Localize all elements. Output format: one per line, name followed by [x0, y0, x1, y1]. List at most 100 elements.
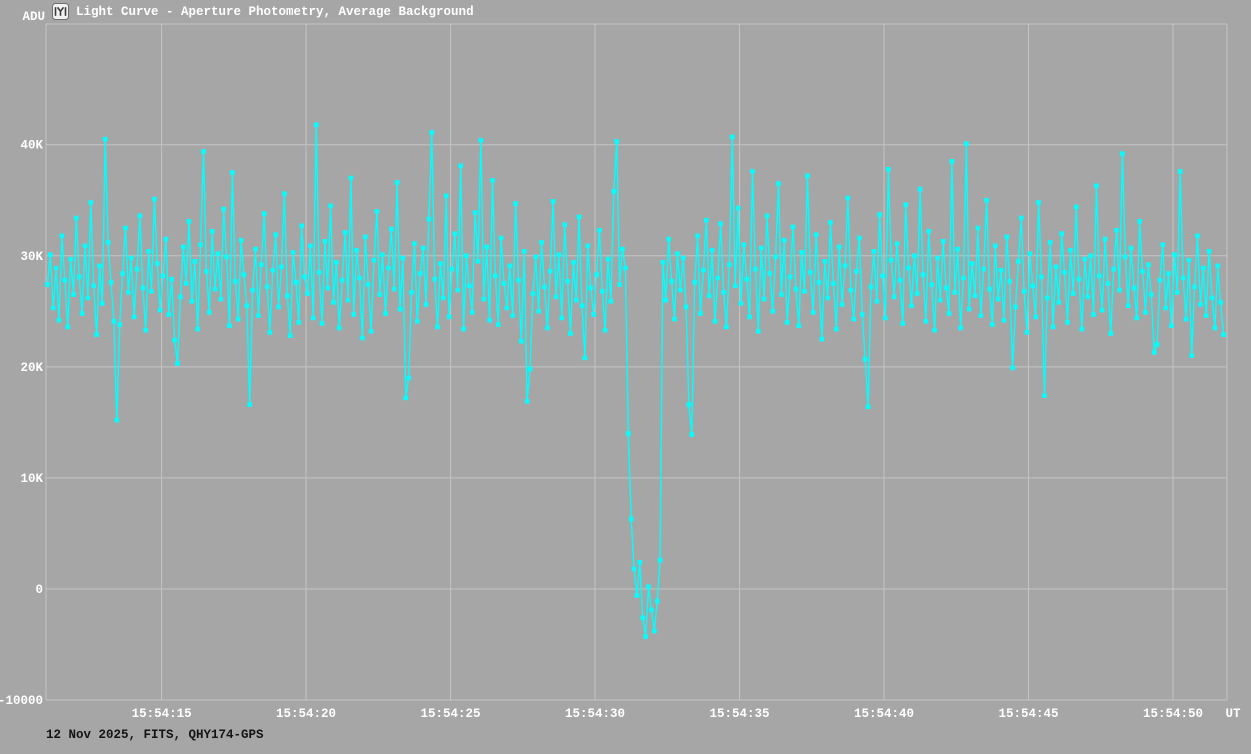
data-point-marker	[816, 280, 822, 285]
data-point-marker	[579, 303, 585, 308]
data-point-marker	[1151, 350, 1157, 355]
data-point-marker	[805, 173, 810, 179]
data-point-marker	[582, 355, 588, 361]
data-point-marker	[305, 291, 310, 296]
data-point-marker	[938, 297, 943, 303]
data-point-marker	[527, 366, 533, 372]
data-point-marker	[432, 276, 437, 282]
data-point-marker	[273, 232, 278, 237]
data-point-marker	[819, 336, 825, 342]
data-point-marker	[750, 169, 755, 174]
data-point-marker	[686, 402, 692, 407]
data-point-marker	[964, 141, 969, 146]
data-point-marker	[270, 267, 276, 273]
data-point-marker	[469, 310, 475, 315]
data-point-marker	[1163, 305, 1168, 311]
data-point-marker	[966, 306, 972, 312]
y-axis-unit-label: ADU	[22, 10, 45, 24]
data-point-marker	[394, 180, 400, 185]
data-point-marker	[383, 311, 388, 316]
data-point-marker	[568, 331, 573, 336]
data-point-marker	[302, 274, 307, 280]
data-point-marker	[250, 287, 255, 293]
data-point-marker	[808, 270, 813, 275]
data-point-marker	[140, 285, 146, 291]
data-point-marker	[756, 329, 761, 334]
data-point-marker	[1128, 245, 1134, 251]
data-point-marker	[978, 313, 984, 318]
data-point-marker	[215, 251, 221, 256]
data-point-marker	[1079, 326, 1085, 332]
data-point-marker	[1062, 270, 1067, 275]
data-point-marker	[932, 327, 937, 333]
data-point-marker	[166, 312, 172, 317]
data-point-marker	[871, 249, 877, 254]
data-point-marker	[475, 259, 481, 264]
data-point-marker	[91, 283, 96, 289]
data-point-marker	[836, 244, 842, 250]
data-point-marker	[285, 293, 290, 299]
data-point-marker	[207, 310, 212, 315]
data-point-marker	[969, 261, 975, 266]
data-point-marker	[825, 295, 830, 301]
data-point-marker	[464, 253, 469, 259]
data-point-marker	[331, 300, 336, 305]
data-point-marker	[267, 330, 273, 335]
data-point-marker	[1010, 365, 1015, 371]
data-point-marker	[484, 244, 489, 250]
data-point-marker	[666, 236, 671, 242]
data-point-marker	[1183, 316, 1189, 322]
data-point-marker	[626, 431, 631, 436]
data-point-marker	[1053, 264, 1059, 270]
data-point-marker	[539, 240, 544, 245]
light-curve-line	[46, 124, 1225, 637]
data-point-marker	[403, 395, 409, 401]
data-point-marker	[695, 233, 700, 239]
data-point-marker	[365, 282, 371, 287]
data-point-marker	[357, 275, 362, 281]
data-point-marker	[550, 199, 556, 204]
data-point-marker	[594, 272, 599, 277]
data-point-marker	[481, 296, 487, 302]
data-point-marker	[1004, 234, 1010, 240]
data-point-marker	[97, 263, 102, 269]
data-point-marker	[883, 315, 888, 321]
data-point-marker	[1047, 240, 1053, 245]
data-point-marker	[848, 287, 854, 293]
data-point-marker	[652, 628, 657, 634]
data-point-marker	[374, 209, 380, 214]
x-tick-label: 15:54:35	[710, 707, 770, 721]
data-point-marker	[345, 297, 351, 303]
data-point-marker	[490, 178, 495, 183]
data-point-marker	[958, 325, 963, 331]
data-point-marker	[195, 326, 200, 332]
data-point-marker	[802, 289, 807, 294]
data-point-marker	[761, 296, 767, 302]
data-point-marker	[429, 130, 435, 135]
data-point-marker	[1001, 317, 1007, 323]
data-point-marker	[1082, 256, 1088, 262]
data-point-marker	[397, 306, 403, 312]
data-point-marker	[65, 324, 70, 330]
data-point-marker	[1175, 290, 1180, 295]
data-point-marker	[371, 257, 377, 263]
x-tick-label: 15:54:25	[421, 707, 481, 721]
data-point-marker	[100, 301, 105, 306]
data-point-marker	[987, 286, 992, 292]
data-point-marker	[617, 282, 622, 287]
data-point-marker	[192, 259, 198, 264]
data-point-marker	[293, 280, 299, 285]
y-tick-label: -10000	[0, 694, 43, 708]
data-point-marker	[1056, 300, 1062, 305]
data-point-marker	[874, 299, 880, 304]
data-point-marker	[787, 274, 793, 280]
data-point-marker	[842, 263, 848, 269]
data-point-marker	[912, 253, 917, 259]
data-point-marker	[452, 231, 458, 236]
tangra-app-icon	[52, 3, 69, 20]
data-point-marker	[1111, 266, 1116, 272]
data-point-marker	[553, 294, 559, 300]
data-point-marker	[886, 166, 891, 172]
